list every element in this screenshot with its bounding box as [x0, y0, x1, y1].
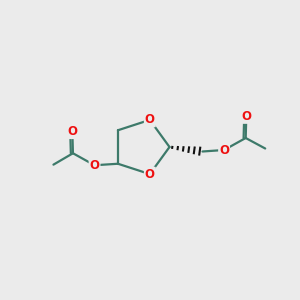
Text: O: O [219, 143, 229, 157]
Text: O: O [241, 110, 251, 123]
Text: O: O [145, 168, 155, 181]
Text: O: O [145, 113, 155, 126]
Text: O: O [89, 159, 100, 172]
Text: O: O [67, 125, 77, 138]
